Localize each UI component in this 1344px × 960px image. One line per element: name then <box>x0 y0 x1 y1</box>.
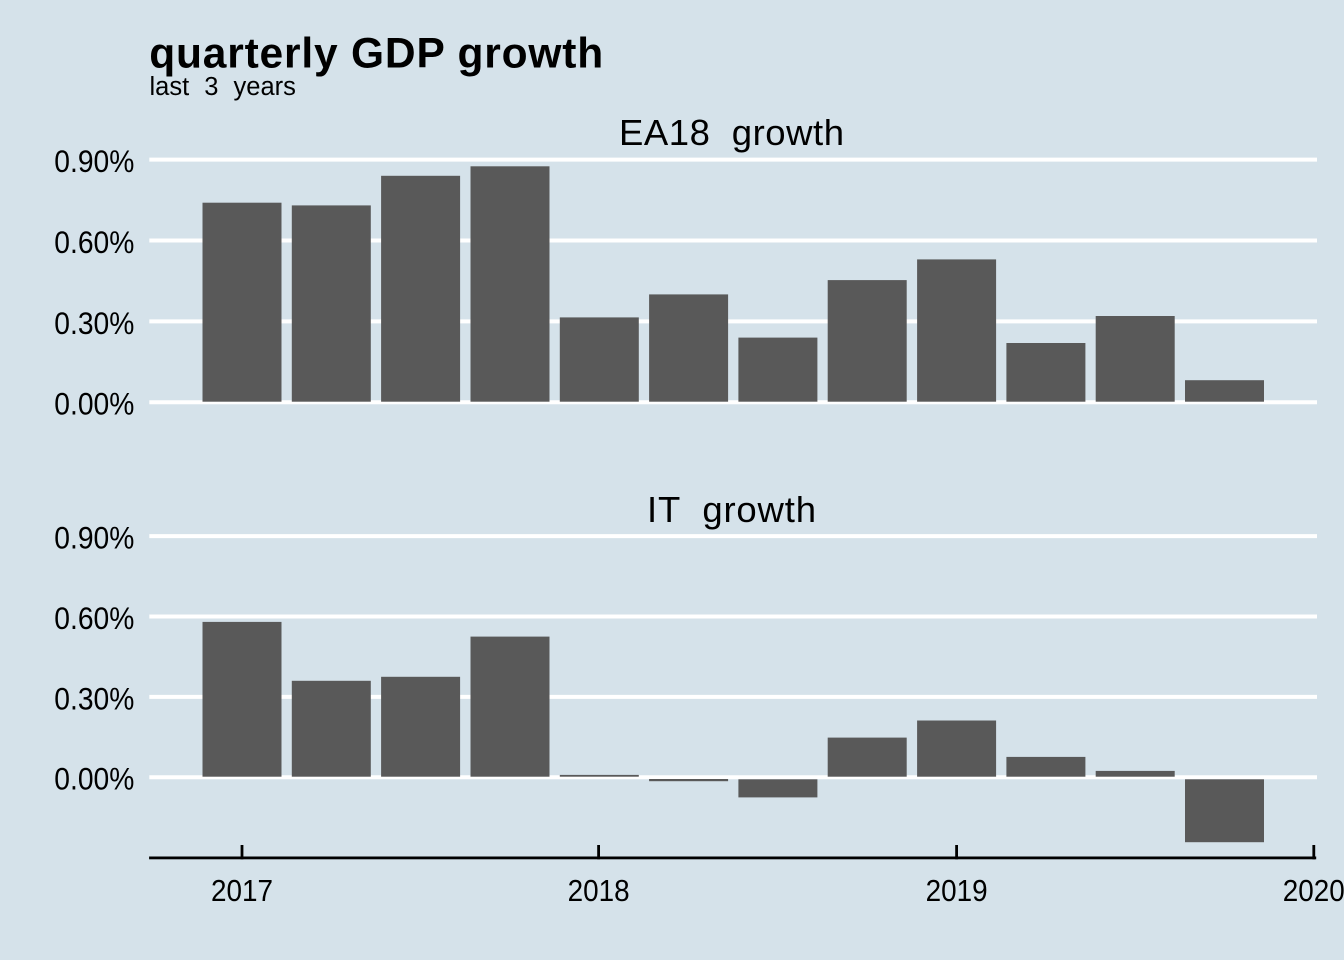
svg-text:2017: 2017 <box>211 873 273 908</box>
svg-text:0.60%: 0.60% <box>54 601 134 636</box>
svg-text:IT growth: IT growth <box>647 489 816 530</box>
svg-text:0.60%: 0.60% <box>54 225 134 260</box>
svg-text:2018: 2018 <box>568 873 630 908</box>
svg-text:0.30%: 0.30% <box>54 306 134 341</box>
svg-text:0.00%: 0.00% <box>54 387 134 422</box>
svg-text:0.30%: 0.30% <box>54 681 134 716</box>
svg-text:EA18 growth: EA18 growth <box>619 112 844 153</box>
svg-text:2020: 2020 <box>1283 873 1344 908</box>
svg-text:2019: 2019 <box>926 873 988 908</box>
svg-text:0.90%: 0.90% <box>54 144 134 179</box>
svg-text:0.00%: 0.00% <box>54 762 134 797</box>
svg-text:0.90%: 0.90% <box>54 521 134 556</box>
svg-text:last 3 years: last 3 years <box>150 73 296 101</box>
svg-text:quarterly GDP growth: quarterly GDP growth <box>149 31 603 78</box>
